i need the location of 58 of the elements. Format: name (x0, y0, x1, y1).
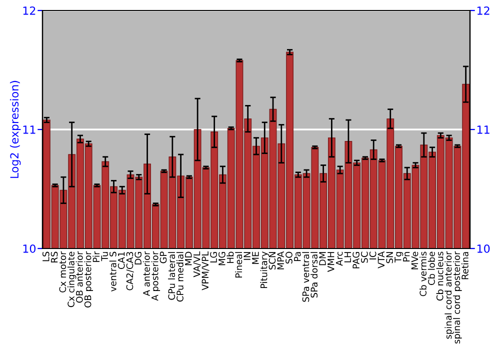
x-tick-label: SN (386, 252, 393, 264)
x-tick-label: A anterior (142, 251, 150, 296)
x-tick-label: ME (252, 252, 259, 264)
y2-tick-label: 12 (477, 6, 490, 15)
x-tick-label: LG (210, 252, 217, 262)
x-tick-label: SO (286, 252, 292, 264)
x-tick-label: Pineal (235, 252, 242, 278)
x-tick-label: Hb (226, 252, 234, 263)
x-tick-label: SC (361, 252, 368, 263)
x-tick-label: Pn (403, 252, 410, 262)
x-tick-label: Cb lobe (428, 252, 435, 285)
x-tick-label: CA2/CA3 (126, 252, 134, 290)
x-tick-label: Tu (101, 252, 108, 262)
x-tick-label: MD (185, 252, 192, 266)
y-tick-label: 10 (23, 244, 36, 253)
x-tick-label: SPa dorsal (310, 252, 318, 298)
x-tick-label: Cx motor (59, 251, 66, 292)
x-tick-label: VTA (378, 251, 384, 268)
x-tick-label: Pa (294, 252, 301, 261)
x-tick-label: DM (319, 252, 326, 266)
y-axis-title: Log2 (expression) (10, 80, 21, 178)
x-tick-label: LS (42, 252, 50, 262)
x-tick-label: OB anterior (76, 251, 83, 303)
x-tick-label: Retina (461, 252, 468, 280)
y2-tick-label: 11 (477, 126, 490, 134)
x-tick-label: VA/VL (193, 251, 201, 278)
x-tick-label: IC (369, 252, 376, 260)
x-tick-label: Arc (336, 252, 343, 266)
x-tick-label: MG (218, 252, 226, 266)
x-tick-label: ventral S (109, 252, 116, 292)
x-tick-label: GP (160, 252, 167, 264)
x-tick-label: LH (344, 252, 351, 262)
x-tick-label: CPu lateral (168, 252, 176, 300)
x-tick-label: MVe (411, 252, 418, 270)
x-tick-label: Tg (394, 252, 404, 263)
x-tick-label: Pituitary (260, 252, 269, 288)
x-tick-label: OB posterior (84, 251, 93, 308)
x-tick-label: PAG (352, 252, 360, 268)
x-tick-label: spinal cord posterior (453, 251, 462, 344)
x-tick-label: VMH (328, 252, 334, 272)
x-tick-label: A posterior (151, 251, 160, 301)
x-tick-label: Cb vermis (420, 252, 427, 296)
x-tick-label: DG (134, 252, 142, 264)
x-tick-label: SPa ventral (302, 252, 310, 302)
x-tick-label: Cx cingulate (67, 252, 76, 308)
x-tick-label: spinal cord anterior (444, 251, 454, 339)
y-tick-label: 12 (23, 6, 36, 15)
x-tick-label: VPM/VPL (202, 251, 210, 290)
x-tick-label: SCN (268, 252, 276, 270)
x-tick-label: RS (50, 252, 58, 262)
x-tick-label: CPu medial (176, 252, 184, 302)
x-tick-label: Cb nucleus (436, 252, 444, 301)
y2-tick-label: 10 (477, 244, 490, 253)
x-tick-label: CA1 (118, 252, 125, 269)
x-tick-label: IN (244, 252, 250, 260)
x-tick-label: MPA (277, 251, 284, 270)
y-tick-label: 11 (23, 126, 36, 134)
x-tick-label: Pir (92, 251, 100, 262)
